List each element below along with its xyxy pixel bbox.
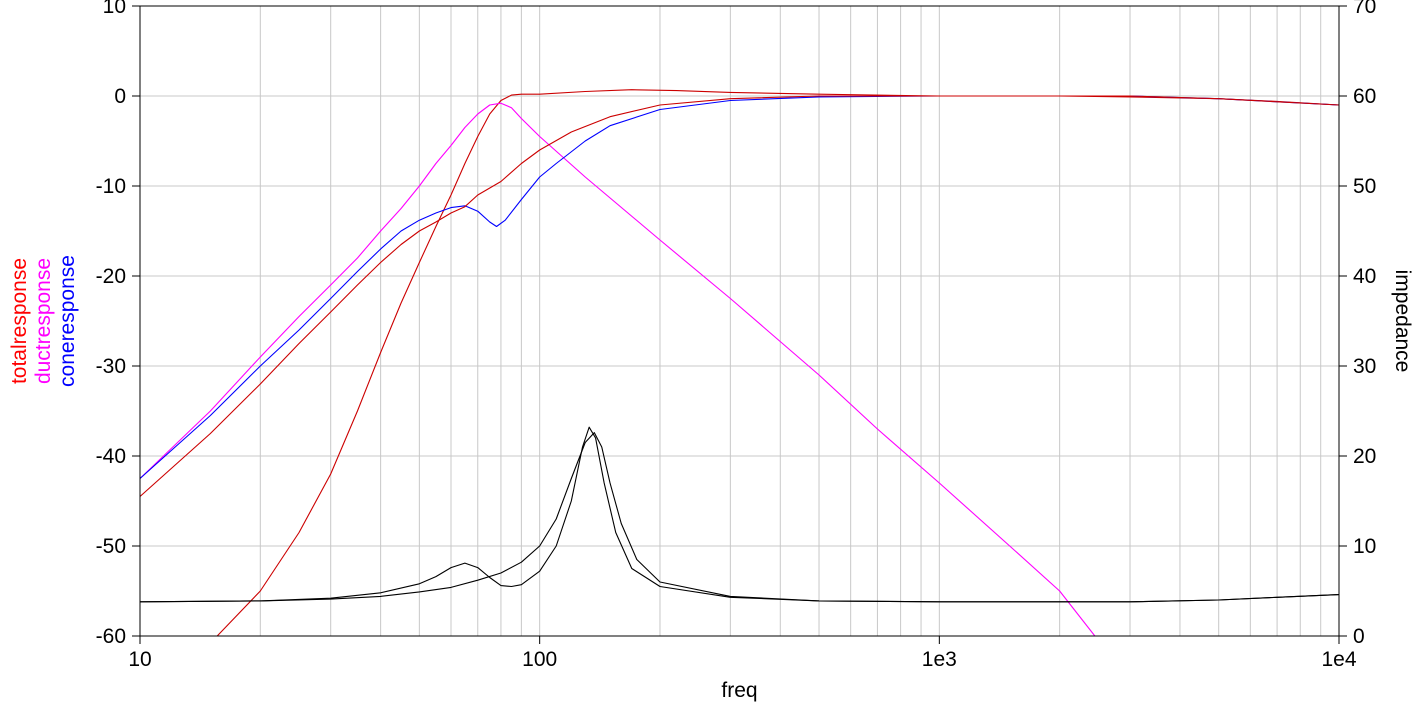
x-tick-label: 100 — [522, 648, 557, 671]
left-tick-label: 10 — [103, 0, 126, 18]
right-tick-label: 0 — [1353, 625, 1365, 648]
x-axis-title: freq — [721, 679, 757, 702]
left-tick-label: -20 — [96, 265, 126, 288]
left-tick-label: 0 — [114, 85, 126, 108]
left-tick-label: -50 — [96, 535, 126, 558]
right-tick-label: 10 — [1353, 535, 1376, 558]
x-tick-label: 1e3 — [922, 648, 957, 671]
left-tick-label: -60 — [96, 625, 126, 648]
right-tick-label: 40 — [1353, 265, 1376, 288]
right-tick-label: 30 — [1353, 355, 1376, 378]
x-tick-label: 1e4 — [1321, 648, 1356, 671]
right-axis-title: impedance — [1391, 270, 1414, 373]
left-tick-label: -30 — [96, 355, 126, 378]
series-line-ductresponse — [139, 102, 1096, 637]
right-tick-label: 20 — [1353, 445, 1376, 468]
left-axis-label-ductresponse: ductresponse — [32, 258, 55, 384]
right-tick-label: 60 — [1353, 85, 1376, 108]
series-line-totalresponse — [216, 89, 1340, 637]
series-line-impedance — [139, 432, 1340, 603]
right-tick-label: 50 — [1353, 175, 1376, 198]
left-axis-label-coneresponse: coneresponse — [56, 255, 79, 387]
x-tick-label: 10 — [128, 648, 151, 671]
right-tick-label: 70 — [1353, 0, 1376, 18]
series-line-impedance — [139, 426, 1340, 603]
left-tick-label: -10 — [96, 175, 126, 198]
left-tick-label: -40 — [96, 445, 126, 468]
series-line-coneresponse — [139, 95, 1340, 479]
left-axis-label-totalresponse: totalresponse — [8, 258, 31, 384]
series-line-totalresponse — [139, 95, 1340, 497]
